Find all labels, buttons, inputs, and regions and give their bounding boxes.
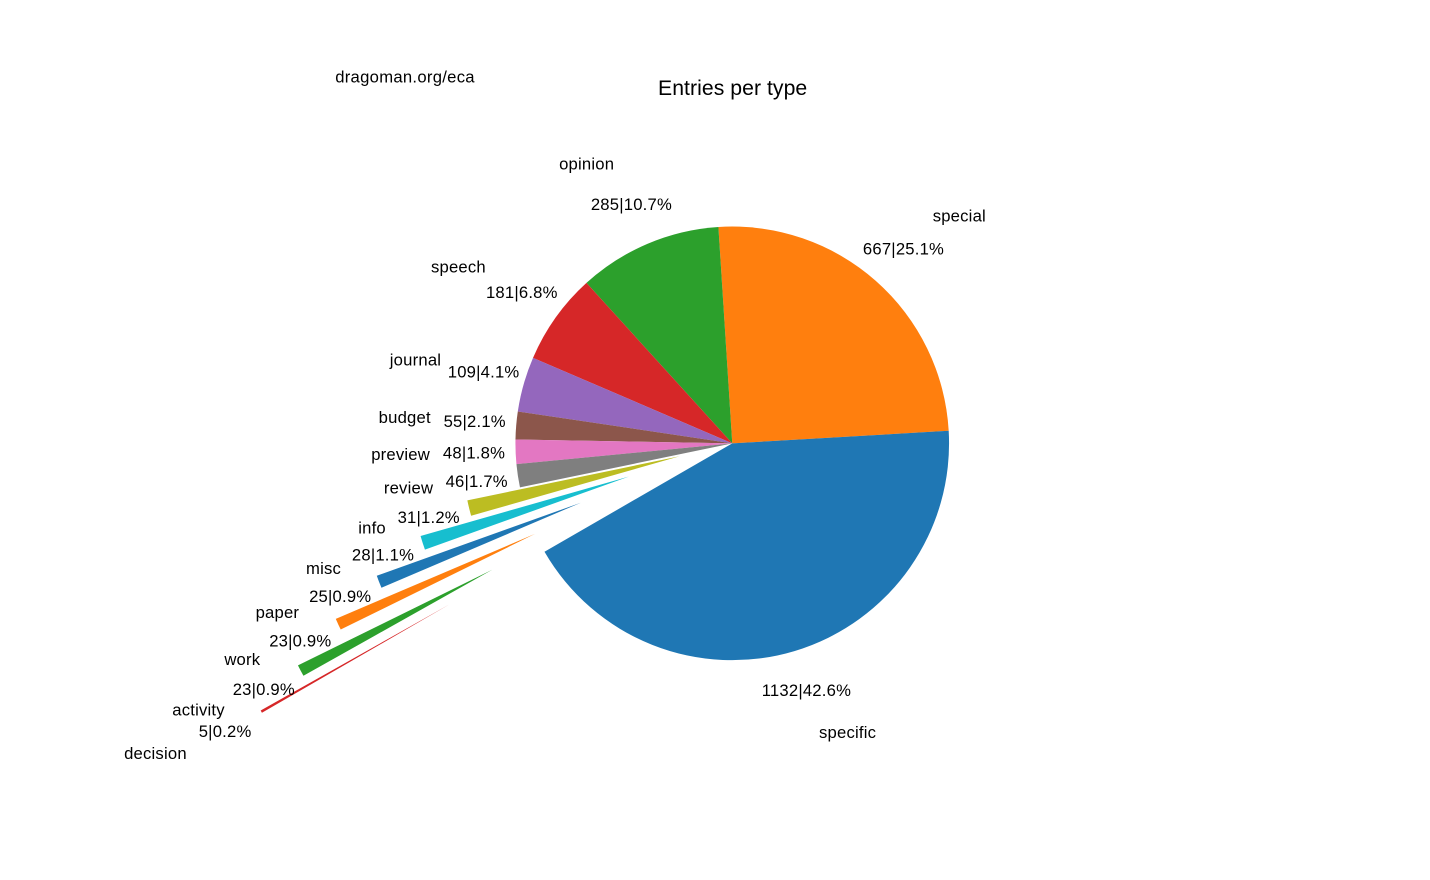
svg-text:109|4.1%: 109|4.1% bbox=[448, 363, 520, 382]
svg-text:special: special bbox=[933, 207, 986, 226]
svg-text:48|1.8%: 48|1.8% bbox=[443, 443, 505, 462]
svg-text:1132|42.6%: 1132|42.6% bbox=[762, 681, 851, 700]
svg-text:25|0.9%: 25|0.9% bbox=[309, 587, 371, 606]
svg-text:5|0.2%: 5|0.2% bbox=[199, 722, 252, 741]
svg-text:181|6.8%: 181|6.8% bbox=[486, 283, 558, 302]
svg-text:667|25.1%: 667|25.1% bbox=[863, 240, 944, 259]
svg-text:work: work bbox=[223, 650, 260, 669]
svg-text:misc: misc bbox=[306, 559, 341, 578]
svg-text:decision: decision bbox=[124, 744, 187, 763]
svg-text:28|1.1%: 28|1.1% bbox=[352, 545, 414, 564]
svg-text:opinion: opinion bbox=[559, 155, 614, 174]
svg-text:specific: specific bbox=[819, 723, 876, 742]
svg-text:55|2.1%: 55|2.1% bbox=[444, 412, 506, 431]
svg-text:23|0.9%: 23|0.9% bbox=[269, 631, 331, 650]
svg-text:285|10.7%: 285|10.7% bbox=[591, 195, 672, 214]
svg-text:journal: journal bbox=[389, 351, 441, 370]
svg-text:activity: activity bbox=[172, 700, 225, 719]
svg-text:review: review bbox=[384, 478, 434, 497]
svg-text:Entries per type: Entries per type bbox=[658, 77, 807, 100]
svg-text:preview: preview bbox=[371, 445, 431, 464]
svg-text:budget: budget bbox=[379, 408, 431, 427]
svg-text:31|1.2%: 31|1.2% bbox=[398, 508, 460, 527]
svg-text:46|1.7%: 46|1.7% bbox=[446, 472, 508, 491]
svg-text:paper: paper bbox=[256, 603, 300, 622]
svg-text:speech: speech bbox=[431, 258, 486, 277]
svg-text:dragoman.org/eca: dragoman.org/eca bbox=[335, 68, 475, 87]
svg-text:23|0.9%: 23|0.9% bbox=[233, 680, 295, 699]
svg-text:info: info bbox=[358, 518, 386, 537]
